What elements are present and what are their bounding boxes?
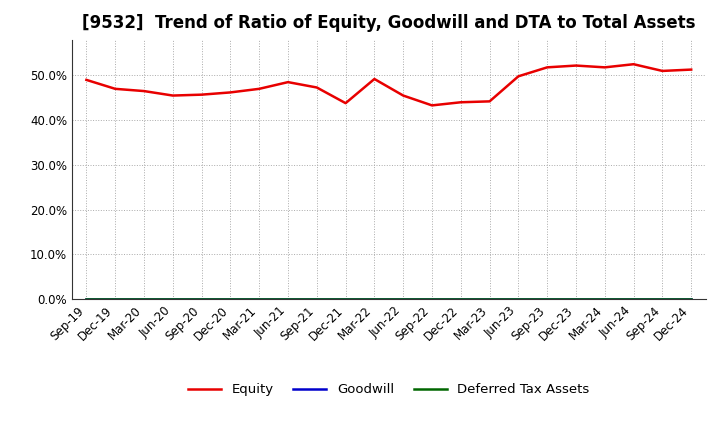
Goodwill [255, 297, 264, 302]
Equity [600, 65, 609, 70]
Equity [572, 63, 580, 68]
Goodwill [485, 297, 494, 302]
Goodwill [111, 297, 120, 302]
Equity [111, 86, 120, 92]
Deferred Tax Assets [341, 297, 350, 302]
Goodwill [341, 297, 350, 302]
Deferred Tax Assets [572, 297, 580, 302]
Deferred Tax Assets [600, 297, 609, 302]
Goodwill [370, 297, 379, 302]
Goodwill [226, 297, 235, 302]
Deferred Tax Assets [485, 297, 494, 302]
Equity [658, 68, 667, 73]
Goodwill [428, 297, 436, 302]
Equity [629, 62, 638, 67]
Equity [284, 80, 292, 85]
Deferred Tax Assets [543, 297, 552, 302]
Equity [341, 100, 350, 106]
Goodwill [312, 297, 321, 302]
Deferred Tax Assets [514, 297, 523, 302]
Goodwill [572, 297, 580, 302]
Equity [543, 65, 552, 70]
Deferred Tax Assets [168, 297, 177, 302]
Goodwill [140, 297, 148, 302]
Equity [428, 103, 436, 108]
Deferred Tax Assets [658, 297, 667, 302]
Equity [140, 88, 148, 94]
Goodwill [456, 297, 465, 302]
Deferred Tax Assets [428, 297, 436, 302]
Equity [168, 93, 177, 98]
Goodwill [629, 297, 638, 302]
Deferred Tax Assets [82, 297, 91, 302]
Line: Equity: Equity [86, 64, 691, 106]
Deferred Tax Assets [312, 297, 321, 302]
Deferred Tax Assets [687, 297, 696, 302]
Goodwill [399, 297, 408, 302]
Goodwill [82, 297, 91, 302]
Goodwill [600, 297, 609, 302]
Goodwill [514, 297, 523, 302]
Title: [9532]  Trend of Ratio of Equity, Goodwill and DTA to Total Assets: [9532] Trend of Ratio of Equity, Goodwil… [82, 15, 696, 33]
Equity [399, 93, 408, 98]
Equity [82, 77, 91, 83]
Deferred Tax Assets [370, 297, 379, 302]
Deferred Tax Assets [284, 297, 292, 302]
Goodwill [168, 297, 177, 302]
Equity [370, 77, 379, 82]
Goodwill [543, 297, 552, 302]
Deferred Tax Assets [226, 297, 235, 302]
Goodwill [284, 297, 292, 302]
Equity [226, 90, 235, 95]
Equity [456, 99, 465, 105]
Equity [197, 92, 206, 97]
Goodwill [658, 297, 667, 302]
Deferred Tax Assets [456, 297, 465, 302]
Equity [312, 85, 321, 90]
Deferred Tax Assets [197, 297, 206, 302]
Equity [485, 99, 494, 104]
Equity [255, 86, 264, 92]
Legend: Equity, Goodwill, Deferred Tax Assets: Equity, Goodwill, Deferred Tax Assets [183, 378, 595, 402]
Deferred Tax Assets [111, 297, 120, 302]
Deferred Tax Assets [255, 297, 264, 302]
Equity [514, 73, 523, 79]
Goodwill [197, 297, 206, 302]
Deferred Tax Assets [140, 297, 148, 302]
Deferred Tax Assets [629, 297, 638, 302]
Equity [687, 67, 696, 72]
Goodwill [687, 297, 696, 302]
Deferred Tax Assets [399, 297, 408, 302]
